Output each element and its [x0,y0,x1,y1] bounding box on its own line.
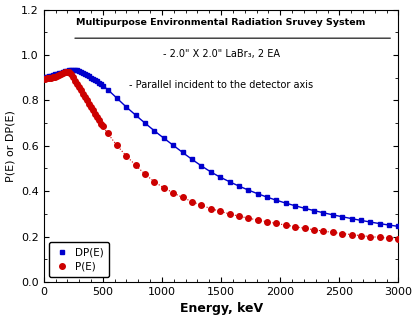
Text: - 2.0" X 2.0" LaBr₃, 2 EA: - 2.0" X 2.0" LaBr₃, 2 EA [163,49,280,59]
P(E) [42,77,47,81]
DP(E) [180,151,185,154]
Legend: DP(E), P(E): DP(E), P(E) [49,242,109,277]
DP(E) [52,73,57,76]
DP(E) [66,68,71,72]
P(E) [76,85,82,89]
P(E) [180,195,185,199]
Text: - Parallel incident to the detector axis: - Parallel incident to the detector axis [129,80,313,91]
DP(E) [115,96,120,100]
DP(E) [330,213,335,217]
P(E) [396,237,401,241]
Y-axis label: P(E) or DP(E): P(E) or DP(E) [5,110,15,182]
P(E) [52,75,57,79]
Line: DP(E): DP(E) [43,67,401,229]
P(E) [330,230,335,234]
Text: Multipurpose Environmental Radiation Sruvey System: Multipurpose Environmental Radiation Sru… [76,18,366,27]
DP(E) [396,224,401,228]
P(E) [115,143,120,147]
DP(E) [76,69,82,73]
DP(E) [42,75,47,79]
X-axis label: Energy, keV: Energy, keV [179,302,263,316]
P(E) [69,72,74,76]
DP(E) [70,68,75,72]
P(E) [64,70,69,74]
Line: P(E): P(E) [42,69,401,242]
